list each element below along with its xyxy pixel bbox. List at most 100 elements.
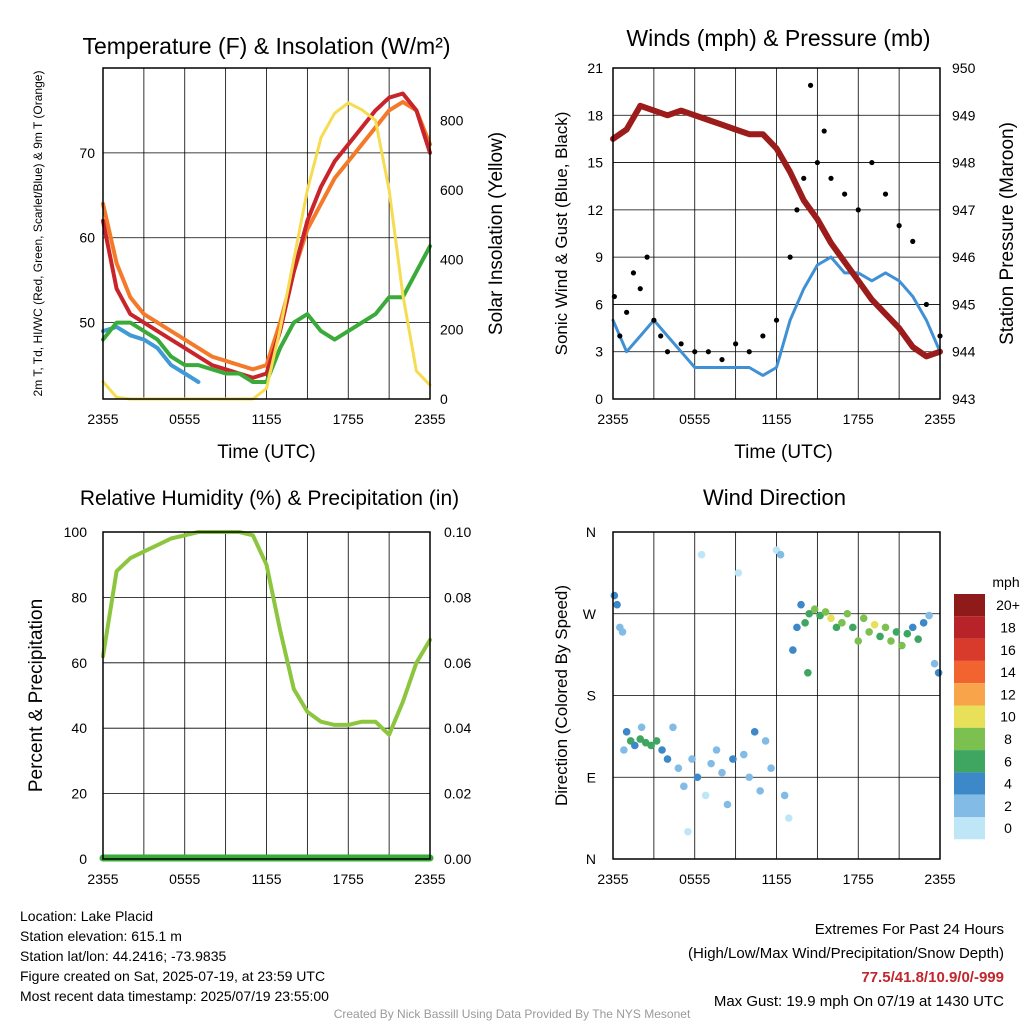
- direction-point: [723, 800, 732, 809]
- direction-point: [832, 623, 841, 632]
- x-axis-label: Time (UTC): [734, 442, 833, 463]
- gust-point: [787, 254, 793, 260]
- gust-point: [637, 286, 643, 292]
- direction-point: [620, 746, 628, 754]
- y-tick-label: 3: [595, 344, 603, 360]
- direction-point: [636, 735, 645, 743]
- y2-tick-label: 0.00: [444, 851, 471, 867]
- legend-label: 12: [1000, 686, 1016, 702]
- direction-point: [870, 620, 879, 629]
- gust-point: [910, 238, 916, 244]
- direction-point: [701, 791, 710, 800]
- direction-point: [618, 628, 627, 636]
- chart-title: Wind Direction: [703, 485, 846, 510]
- gust-point: [719, 356, 725, 363]
- direction-point: [780, 791, 789, 800]
- y2-tick-label: 800: [440, 112, 464, 128]
- station-elevation: Station elevation: 615.1 m: [20, 928, 182, 944]
- extremes-values: 77.5/41.8/10.9/0/-999: [861, 969, 1004, 986]
- y2-axis-label: Station Pressure (Maroon): [997, 122, 1018, 345]
- gust-point: [692, 349, 698, 355]
- legend-label: 16: [1000, 642, 1016, 658]
- gust-point: [821, 128, 827, 134]
- direction-point: [750, 728, 759, 736]
- legend-swatch: [954, 594, 985, 617]
- direction-point: [892, 628, 901, 636]
- max-gust: Max Gust: 19.9 mph On 07/19 at 1430 UTC: [713, 993, 1004, 1010]
- gust-point: [644, 254, 650, 260]
- legend-label: 0: [1004, 820, 1012, 836]
- legend-swatch: [954, 794, 985, 817]
- direction-point: [898, 641, 906, 650]
- y-axis-label: Sonic Wind & Gust (Blue, Black): [552, 112, 571, 356]
- direction-point: [647, 741, 655, 750]
- y-tick-label: 9: [595, 249, 603, 265]
- direction-point: [903, 629, 912, 638]
- direction-point: [789, 646, 797, 654]
- direction-point: [697, 550, 706, 559]
- x-tick-label: 2355: [414, 411, 445, 427]
- chart-title: Temperature (F) & Insolation (W/m²): [82, 33, 450, 59]
- legend-swatch: [954, 705, 985, 728]
- y-tick-label: 12: [587, 202, 603, 218]
- series-line-2: [101, 91, 432, 380]
- y2-tick-label: 943: [952, 391, 976, 407]
- gust-point: [664, 349, 671, 355]
- direction-point: [810, 605, 819, 614]
- plot-frame: [102, 531, 431, 860]
- direction-point: [881, 623, 890, 632]
- x-tick-label: 0555: [679, 411, 710, 427]
- extremes-box: Extremes For Past 24 Hours (High/Low/Max…: [688, 918, 1004, 1014]
- gust-point: [814, 159, 820, 166]
- direction-point: [793, 623, 801, 632]
- gust-point: [882, 191, 889, 197]
- y-tick-label: 60: [79, 230, 95, 246]
- y2-tick-label: 0.04: [444, 720, 471, 736]
- direction-point: [613, 600, 621, 609]
- x-tick-label: 2355: [597, 411, 628, 427]
- y2-axis-label: Solar Insolation (Yellow): [486, 132, 507, 335]
- gust-point: [855, 207, 861, 213]
- legend-label: 10: [1000, 709, 1016, 725]
- extremes-subtitle: (High/Low/Max Wind/Precipitation/Snow De…: [688, 945, 1004, 962]
- y2-tick-label: 945: [952, 296, 976, 312]
- x-tick-label: 1155: [251, 871, 281, 887]
- y-tick-label: 80: [71, 589, 87, 605]
- plot-frame: [102, 67, 431, 400]
- y2-tick-label: 600: [440, 182, 464, 198]
- direction-point: [843, 609, 852, 618]
- figure-created: Figure created on Sat, 2025-07-19, at 23…: [20, 968, 326, 984]
- x-tick-label: 0555: [169, 411, 200, 427]
- gust-point: [658, 333, 664, 339]
- chart-title: Relative Humidity (%) & Precipitation (i…: [80, 487, 459, 510]
- chart-panel-2: 0 3 6 9 12 15 18 21 943 944 945 946 947 948 949 950 2355…: [552, 25, 1018, 463]
- x-axis-label: Time (UTC): [217, 442, 316, 463]
- legend-swatch: [954, 727, 985, 751]
- y-tick-label: 6: [595, 296, 603, 312]
- chart-panel-1: 50 60 70 0 200 400 600 800 2355 0555 1155 1755 2355 T…: [31, 33, 507, 463]
- chart-title: Winds (mph) & Pressure (mb): [626, 25, 930, 51]
- direction-point: [784, 814, 793, 822]
- direction-point: [838, 619, 846, 627]
- gust-point: [869, 159, 875, 166]
- direction-point: [887, 637, 895, 645]
- y-tick-label: 70: [79, 145, 95, 161]
- gust-point: [807, 82, 814, 88]
- y-axis-label: Direction (Colored By Speed): [552, 585, 571, 806]
- direction-point: [876, 632, 884, 641]
- station-info: Location: Lake Placid Station elevation:…: [20, 906, 329, 1006]
- direction-point: [821, 608, 830, 616]
- y2-tick-label: 200: [440, 321, 464, 337]
- y2-tick-label: 947: [952, 202, 976, 218]
- y-tick-label: W: [583, 606, 597, 622]
- direction-point: [707, 759, 715, 768]
- x-tick-label: 1155: [251, 411, 281, 427]
- y2-tick-label: 946: [952, 249, 976, 265]
- gust-point: [773, 317, 780, 323]
- y-tick-label: 50: [79, 315, 95, 331]
- y2-tick-label: 400: [440, 252, 464, 268]
- direction-point: [729, 755, 737, 763]
- direction-point: [934, 668, 943, 677]
- direction-point: [684, 827, 692, 836]
